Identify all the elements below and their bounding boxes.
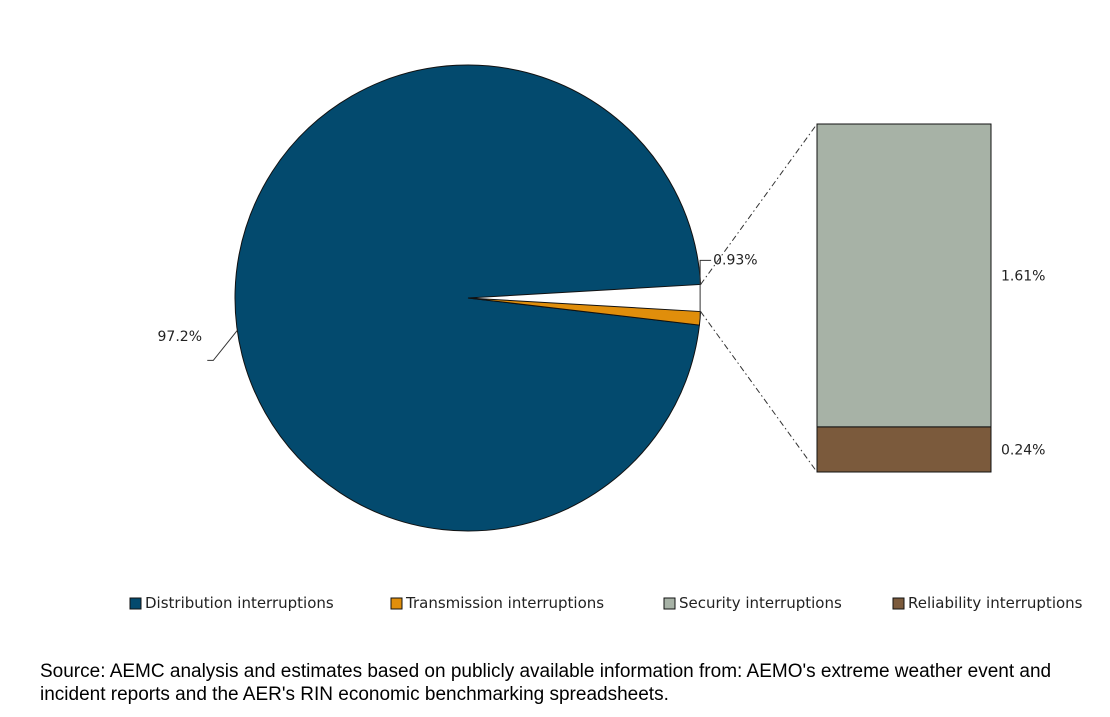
pie-slice-distribution-interruptions bbox=[234, 64, 702, 532]
breakdown-bar bbox=[816, 123, 992, 473]
legend-label: Transmission interruptions bbox=[405, 594, 604, 612]
leader-line-distribution bbox=[207, 330, 238, 361]
connector-bottom bbox=[700, 311, 818, 473]
legend: Distribution interruptions Transmission i… bbox=[129, 594, 1083, 612]
connector-top bbox=[700, 123, 818, 285]
source-note: Source: AEMC analysis and estimates base… bbox=[40, 661, 1052, 705]
legend-item-transmission-interruptions: Transmission interruptions bbox=[390, 594, 604, 612]
bar-segment-reliability-interruptions bbox=[816, 426, 992, 473]
legend-swatch bbox=[663, 597, 676, 610]
leader-line-transmission bbox=[699, 259, 712, 319]
legend-swatch bbox=[390, 597, 403, 610]
pie-to-bar-connectors bbox=[700, 123, 818, 473]
data-label-security-interruptions: 1.61% bbox=[1001, 268, 1045, 284]
legend-label: Reliability interruptions bbox=[908, 594, 1083, 612]
pie bbox=[234, 64, 702, 532]
legend-item-reliability-interruptions: Reliability interruptions bbox=[892, 594, 1083, 612]
legend-swatch bbox=[129, 597, 142, 610]
legend-item-distribution-interruptions: Distribution interruptions bbox=[129, 594, 334, 612]
legend-swatch bbox=[892, 597, 905, 610]
data-label-distribution: 97.2% bbox=[158, 329, 202, 345]
legend-label: Security interruptions bbox=[679, 594, 842, 612]
data-labels: 97.2% 0.93% 0.24% 1.61% bbox=[158, 252, 1046, 458]
legend-item-security-interruptions: Security interruptions bbox=[663, 594, 842, 612]
data-label-transmission: 0.93% bbox=[713, 252, 757, 268]
legend-label: Distribution interruptions bbox=[145, 594, 334, 612]
bar-of-pie-chart: 97.2% 0.93% 0.24% 1.61% Distribution interr… bbox=[129, 64, 1083, 612]
data-label-reliability-interruptions: 0.24% bbox=[1001, 442, 1045, 458]
bar-segment-security-interruptions bbox=[816, 123, 992, 428]
